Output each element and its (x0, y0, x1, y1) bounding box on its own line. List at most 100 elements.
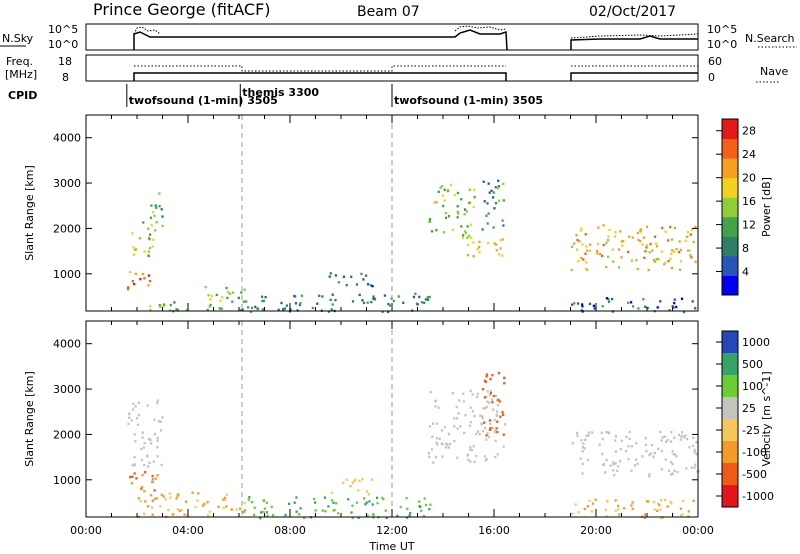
power-echo-cell (247, 306, 250, 309)
vel-echo-cell (491, 427, 494, 430)
freq-label-1: Freq. (6, 55, 33, 68)
power-echo-cell (331, 303, 334, 306)
vel-echo-cell (156, 399, 159, 402)
power-echo-cell (613, 235, 617, 238)
vel-echo-cell (681, 431, 684, 434)
vel-xtick-label: 12:00 (376, 524, 408, 537)
power-echo-cell (185, 308, 188, 312)
vel-echo-cell (349, 485, 352, 488)
vel-echo-cell (153, 418, 156, 421)
vel-echo-cell (481, 429, 484, 433)
vel-echo-cell (668, 469, 671, 472)
vel-echo-cell (429, 503, 432, 506)
power-echo-cell (415, 302, 419, 305)
power-echo-cell (433, 200, 437, 204)
vel-echo-cell (476, 395, 479, 399)
vel-echo-cell (462, 392, 465, 395)
vel-echo-cell (438, 437, 441, 441)
power-echo-cell (584, 267, 587, 270)
power-echo-cell (596, 252, 599, 255)
power-echo-cell (465, 210, 468, 213)
power-echo-cell (694, 260, 697, 263)
vel-echo-cell (217, 505, 220, 508)
vel-echo-cell (660, 450, 664, 453)
vel-echo-cell (447, 446, 450, 449)
power-echo-cell (648, 251, 651, 254)
power-echo-cell (154, 204, 157, 207)
power-echo-cell (691, 300, 694, 303)
power-echo-cell (381, 310, 384, 313)
vel-echo-cell (253, 513, 256, 516)
vel-echo-cell (432, 422, 435, 425)
vel-echo-cell (323, 496, 326, 499)
power-echo-cell (679, 268, 682, 271)
power-echo-cell (601, 254, 604, 258)
power-echo-cell (237, 296, 240, 300)
power-echo-cell (675, 305, 678, 309)
power-echo-cell (627, 301, 630, 304)
vel-echo-cell (673, 453, 677, 456)
power-echo-cell (162, 304, 165, 308)
power-echo-cell (149, 233, 152, 236)
power-echo-cell (147, 250, 150, 253)
power-echo-cell (243, 288, 246, 291)
vel-echo-cell (607, 431, 610, 434)
power-echo-cell (241, 308, 244, 311)
vel-echo-cell (649, 452, 653, 455)
power-echo-cell (641, 243, 644, 246)
power-echo-cell (151, 245, 154, 248)
vel-echo-cell (659, 508, 662, 511)
power-echo-cell (138, 237, 141, 240)
vel-echo-cell (143, 512, 146, 515)
vel-echo-cell (266, 514, 269, 517)
power-echo-cell (582, 258, 585, 261)
vel-xtick-label: 00:00 (682, 524, 714, 537)
vel-echo-cell (646, 500, 650, 503)
power-echo-cell (669, 257, 672, 260)
vel-echo-cell (620, 439, 623, 442)
vel-echo-cell (230, 508, 233, 511)
vel-echo-cell (155, 497, 158, 500)
vel-echo-cell (157, 420, 160, 423)
vel-echo-cell (351, 481, 354, 485)
vel-echo-cell (436, 443, 439, 446)
velocity-colorbar-label: Velocity [m s^-1] (760, 371, 773, 466)
power-echo-cell (606, 238, 610, 242)
power-echo-cell (490, 189, 493, 192)
power-echo-cell (578, 240, 581, 243)
power-echo-cell (451, 228, 454, 231)
vel-echo-cell (239, 507, 242, 510)
power-echo-cell (607, 255, 610, 258)
vel-echo-cell (140, 447, 143, 451)
power-echo-cell (602, 224, 605, 227)
power-echo-cell (147, 254, 150, 258)
power-echo-cell (628, 235, 631, 238)
power-echo-cell (493, 207, 496, 210)
nave-tick-bottom: 0 (708, 71, 715, 84)
vel-echo-cell (434, 455, 437, 459)
power-echo-cell (476, 247, 479, 251)
power-echo-cell (596, 242, 599, 245)
power-echo-cell (645, 244, 649, 247)
vel-echo-cell (314, 509, 317, 512)
vel-echo-cell (489, 422, 492, 425)
vel-xtick-label: 00:00 (70, 524, 102, 537)
vel-echo-cell (164, 498, 167, 501)
vel-echo-cell (630, 445, 633, 448)
power-echo-cell (585, 261, 588, 264)
vel-echo-cell (503, 382, 506, 385)
power-echo-cell (492, 191, 495, 194)
power-echo-cell (147, 284, 150, 287)
vel-echo-cell (137, 401, 140, 404)
power-ytick-label: 2000 (53, 222, 81, 235)
power-echo-cell (294, 302, 298, 305)
power-echo-cell (369, 284, 372, 287)
vel-echo-cell (614, 439, 617, 442)
power-echo-cell (502, 199, 505, 202)
vel-echo-cell (161, 416, 164, 419)
power-echo-cell (499, 247, 502, 250)
vel-echo-cell (677, 433, 681, 437)
vel-echo-cell (141, 431, 144, 434)
vel-echo-cell (644, 437, 647, 440)
power-panel: 1000 2000 3000 4000 Slant Range [km] (23, 114, 699, 314)
